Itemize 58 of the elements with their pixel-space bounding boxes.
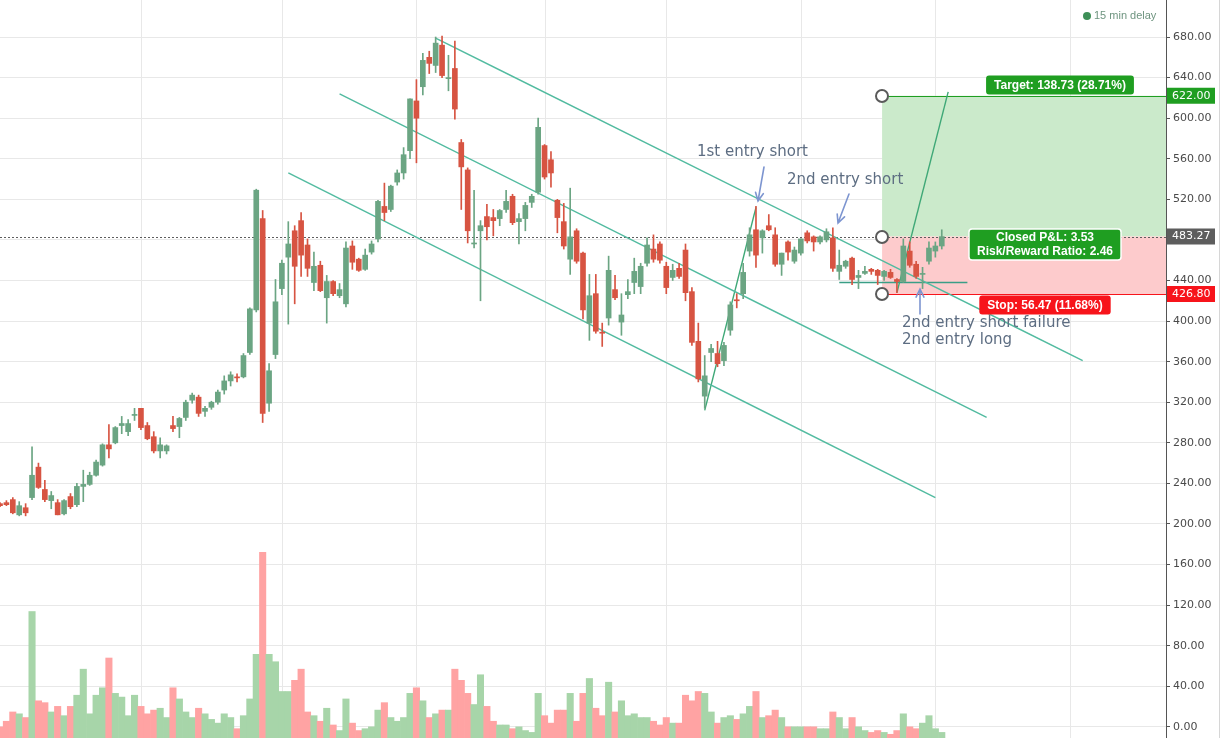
- y-tick-label: 160.00: [1173, 557, 1212, 571]
- candlestick: [599, 322, 606, 347]
- candlestick: [170, 416, 176, 432]
- bar: [880, 732, 888, 738]
- y-tick-label: 520.00: [1173, 192, 1212, 206]
- annotation: 15 min delay: [1094, 9, 1157, 22]
- candlestick: [285, 221, 292, 325]
- bar: [778, 717, 786, 738]
- bar: [585, 678, 593, 738]
- bar: [784, 726, 792, 738]
- bar: [848, 717, 856, 738]
- y-tick-label: 200.00: [1173, 516, 1212, 530]
- annotation: Risk/Reward Ratio: 2.46: [976, 244, 1114, 259]
- band-label: Stop: 56.47 (11.68%): [987, 297, 1103, 312]
- y-tick-label: 80.00: [1173, 638, 1205, 652]
- y-tick-label: 640.00: [1173, 70, 1212, 84]
- bar: [310, 715, 318, 738]
- bar: [169, 687, 177, 738]
- bar: [752, 691, 760, 738]
- bar: [733, 719, 741, 738]
- ref-line-label: 483.27: [1172, 229, 1211, 243]
- band-label: Target: 138.73 (28.71%): [994, 77, 1126, 92]
- y-tick-label: 40.00: [1173, 679, 1205, 693]
- y-tick-label: 240.00: [1173, 476, 1212, 490]
- bar: [566, 693, 574, 738]
- bar: [28, 611, 36, 738]
- bar: [419, 700, 427, 738]
- annotation: Closed P&L: 3.53: [995, 230, 1095, 245]
- bar: [380, 702, 388, 738]
- y-tick-label: 560.00: [1173, 151, 1212, 165]
- y-tick-label: 120.00: [1173, 597, 1212, 611]
- y-tick-label: 360.00: [1173, 354, 1212, 368]
- y-tick-label: 400.00: [1173, 313, 1212, 327]
- candlestick: [625, 279, 631, 300]
- annotation: 1st entry short: [697, 141, 809, 160]
- bar: [899, 713, 907, 738]
- bar: [22, 717, 30, 738]
- bar: [105, 657, 113, 738]
- ref-line-label: 426.80: [1172, 286, 1211, 300]
- y-tick-label: 0.00: [1173, 719, 1198, 733]
- bar: [605, 681, 613, 738]
- y-tick-label: 440.00: [1173, 273, 1212, 287]
- bar: [829, 711, 837, 738]
- candlestick: [733, 293, 740, 309]
- bar: [54, 706, 62, 738]
- bar: [259, 552, 267, 738]
- bar: [432, 713, 440, 738]
- ref-line-label: 622.00: [1172, 88, 1211, 102]
- candlestick: [106, 424, 112, 459]
- annotation: 2nd entry long: [902, 329, 1013, 348]
- annotation: 2nd entry short: [787, 169, 904, 188]
- bar: [323, 707, 331, 738]
- candlestick: [894, 278, 900, 293]
- y-tick-label: 680.00: [1173, 29, 1212, 43]
- y-tick-label: 320.00: [1173, 395, 1212, 409]
- bar: [669, 722, 677, 738]
- y-tick-label: 280.00: [1173, 435, 1212, 449]
- y-tick-label: 600.00: [1173, 111, 1212, 125]
